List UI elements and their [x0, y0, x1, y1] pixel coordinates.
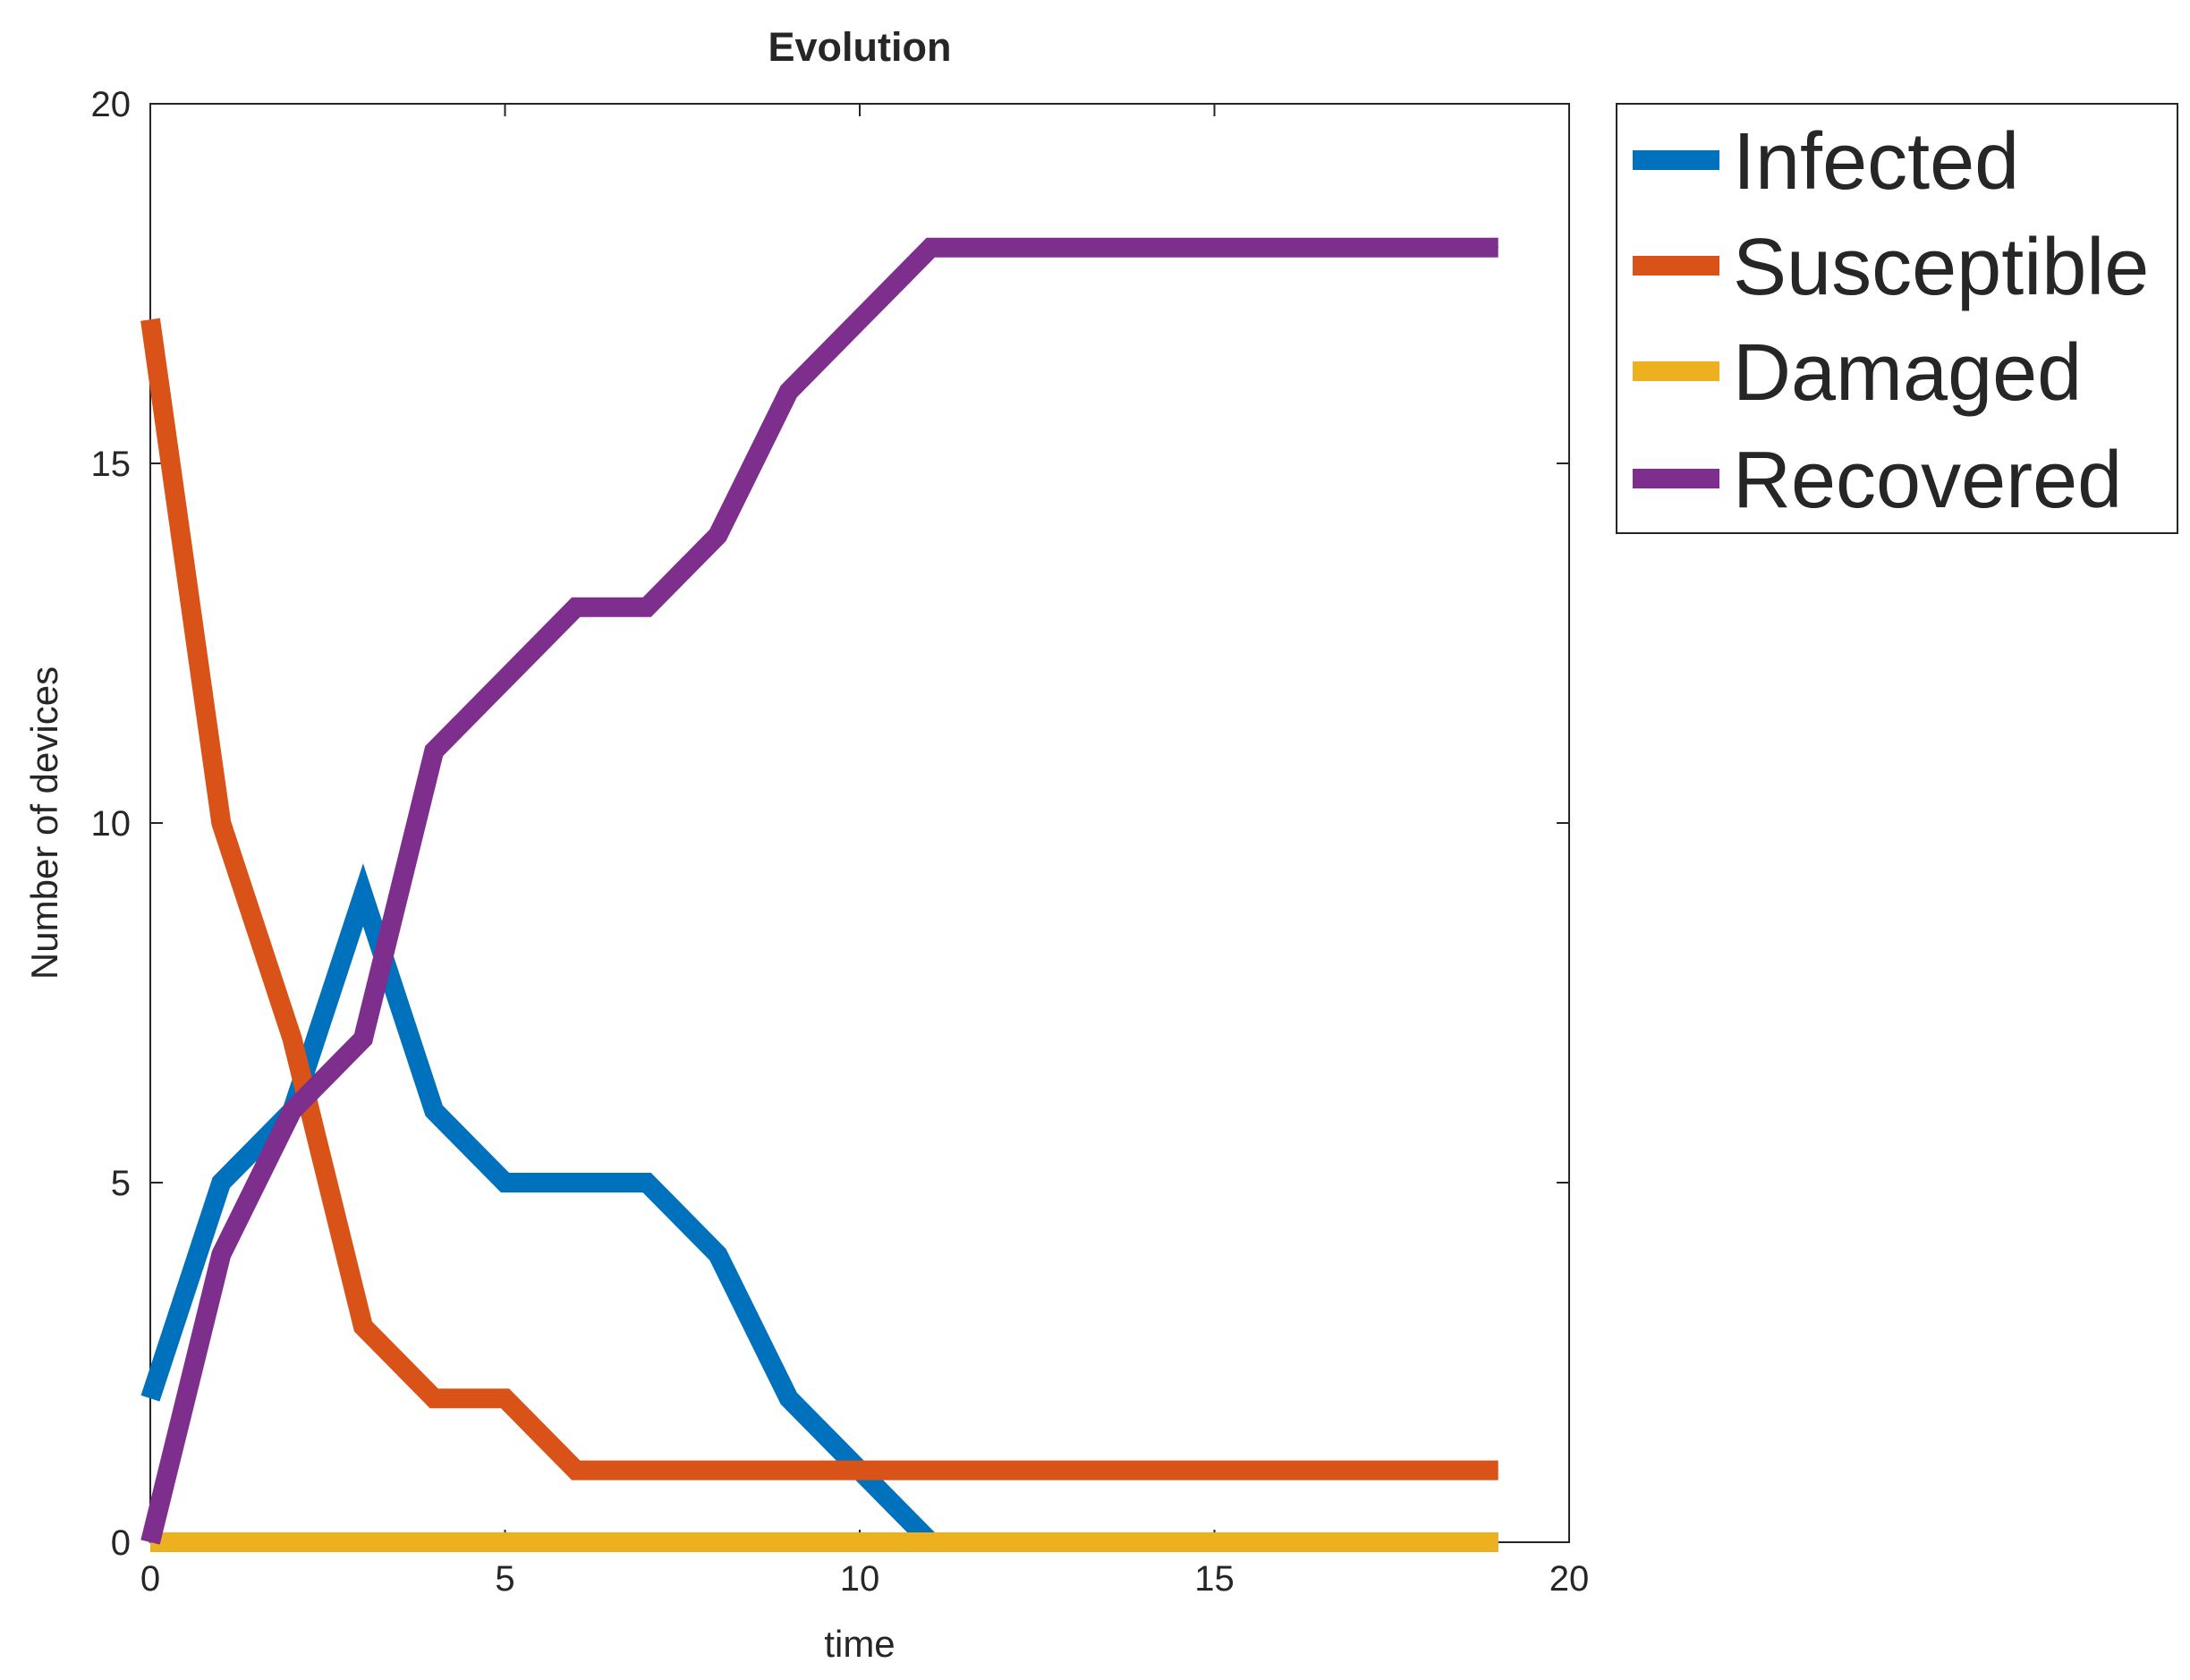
- data-point-recovered: [292, 1110, 293, 1112]
- data-point-damaged: [575, 1541, 577, 1543]
- data-point-damaged: [1426, 1541, 1428, 1543]
- data-point-damaged: [433, 1541, 435, 1543]
- data-point-damaged: [1285, 1541, 1286, 1543]
- legend-label-infected: Infected: [1733, 117, 2019, 207]
- x-tick-label: 15: [1194, 1559, 1235, 1599]
- legend-box: [1616, 103, 2178, 534]
- data-point-recovered: [859, 318, 861, 320]
- data-point-damaged: [929, 1541, 931, 1543]
- plot-frame: [149, 103, 1570, 1543]
- x-tick-label: 20: [1549, 1559, 1590, 1599]
- data-point-recovered: [1285, 247, 1286, 249]
- series-line-susceptible: [140, 318, 1498, 1481]
- y-tick-label: 15: [91, 445, 132, 484]
- y-tick-label: 20: [91, 85, 132, 124]
- data-point-recovered: [1355, 247, 1357, 249]
- series-line-recovered: [140, 237, 1498, 1545]
- data-point-recovered: [1214, 247, 1215, 249]
- data-point-recovered: [1426, 247, 1428, 249]
- data-point-recovered: [220, 1253, 222, 1255]
- data-point-damaged: [646, 1541, 648, 1543]
- data-point-infected: [220, 1182, 222, 1184]
- data-point-recovered: [788, 391, 790, 393]
- plot-area: 0 5 10 15 20 0 5 10 15 20: [91, 85, 1590, 1599]
- y-axis-label: Number of devices: [23, 666, 65, 980]
- data-point-susceptible: [1285, 1470, 1286, 1472]
- data-point-infected: [646, 1182, 648, 1184]
- data-point-susceptible: [788, 1470, 790, 1472]
- data-point-recovered: [929, 247, 931, 249]
- data-point-susceptible: [1001, 1470, 1003, 1472]
- data-point-susceptible: [575, 1470, 577, 1472]
- data-point-susceptible: [717, 1470, 718, 1472]
- data-point-infected: [575, 1182, 577, 1184]
- data-point-susceptible: [859, 1470, 861, 1472]
- data-point-damaged: [292, 1541, 293, 1543]
- chart-title: Evolution: [768, 24, 952, 70]
- y-tick-label: 10: [91, 804, 132, 844]
- data-point-infected: [717, 1253, 718, 1255]
- data-point-recovered: [1142, 247, 1144, 249]
- data-point-susceptible: [433, 1397, 435, 1399]
- x-tick-label: 5: [495, 1559, 514, 1599]
- data-point-infected: [149, 1397, 151, 1399]
- data-point-damaged: [362, 1541, 364, 1543]
- data-point-infected: [433, 1110, 435, 1112]
- legend: Infected Susceptible Damaged Recovered: [1616, 103, 2178, 534]
- data-point-susceptible: [1142, 1470, 1144, 1472]
- x-tick-label: 10: [840, 1559, 880, 1599]
- data-point-damaged: [859, 1541, 861, 1543]
- data-point-susceptible: [1214, 1470, 1215, 1472]
- data-point-recovered: [1001, 247, 1003, 249]
- x-axis-label: time: [824, 1623, 895, 1665]
- data-point-damaged: [1214, 1541, 1215, 1543]
- x-tick-label: 0: [140, 1559, 160, 1599]
- data-point-susceptible: [149, 318, 151, 320]
- data-point-damaged: [1142, 1541, 1144, 1543]
- data-point-susceptible: [1072, 1470, 1074, 1472]
- y-tick-label: 5: [111, 1164, 131, 1203]
- data-point-damaged: [220, 1541, 222, 1543]
- data-point-infected: [788, 1397, 790, 1399]
- data-point-susceptible: [362, 1326, 364, 1328]
- data-point-damaged: [1355, 1541, 1357, 1543]
- data-point-recovered: [149, 1541, 151, 1543]
- data-point-damaged: [788, 1541, 790, 1543]
- data-point-susceptible: [646, 1470, 648, 1472]
- data-point-susceptible: [220, 822, 222, 824]
- data-point-recovered: [717, 534, 718, 536]
- data-point-damaged: [1072, 1541, 1074, 1543]
- data-point-damaged: [717, 1541, 718, 1543]
- y-tick-label: 0: [111, 1523, 131, 1563]
- legend-label-damaged: Damaged: [1733, 328, 2082, 418]
- legend-label-susceptible: Susceptible: [1733, 223, 2149, 312]
- data-point-susceptible: [1426, 1470, 1428, 1472]
- legend-label-recovered: Recovered: [1733, 436, 2122, 525]
- data-point-recovered: [1072, 247, 1074, 249]
- data-point-damaged: [1001, 1541, 1003, 1543]
- data-point-susceptible: [1355, 1470, 1357, 1472]
- data-point-susceptible: [929, 1470, 931, 1472]
